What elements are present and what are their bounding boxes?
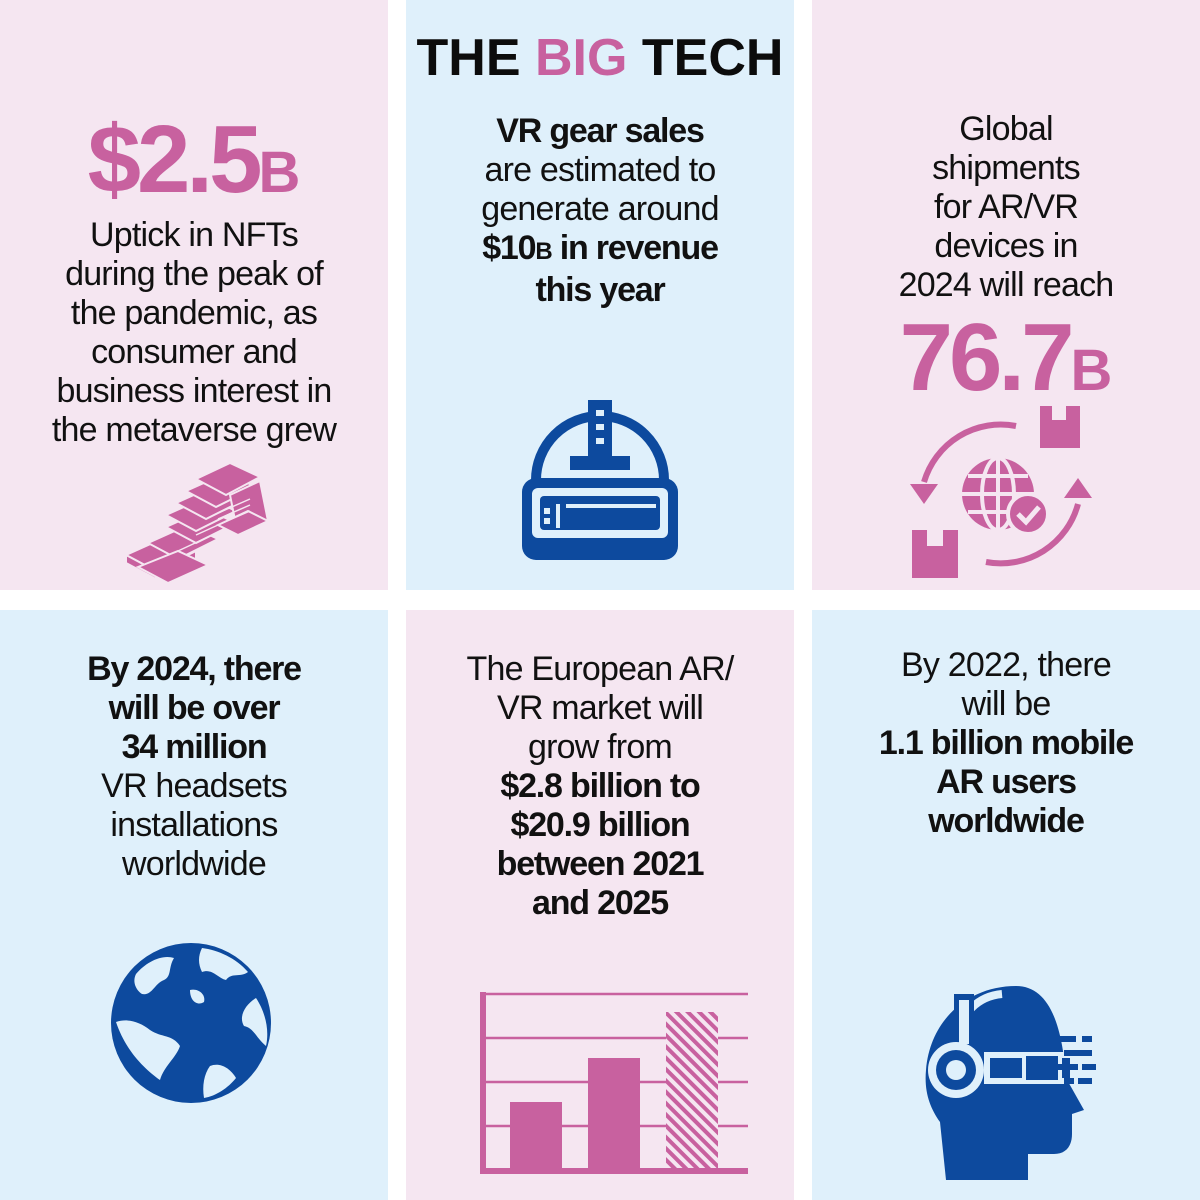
headsets-line: By 2024, there [87,650,302,688]
headsets-line: installations [110,806,278,844]
shipments-stat-unit: B [1070,338,1113,403]
nft-line: the metaverse grew [51,411,337,449]
europe-line: $2.8 billion to [500,767,700,805]
vr-sales-line: this year [535,271,665,309]
bar-chart-icon [480,992,748,1174]
panel-headsets: By 2024, there will be over 34 million V… [0,610,388,1200]
vr-headset-icon [522,400,678,560]
mobile-ar-line: AR users [936,763,1077,801]
headsets-line: will be over [108,689,281,727]
panel-shipments: Global shipments for AR/VR devices in 20… [812,0,1200,590]
shipments-line: shipments [932,149,1081,187]
europe-line: The European AR/ [466,650,735,688]
nft-line: business interest in [56,372,332,410]
headsets-description: By 2024, there will be over 34 million V… [0,650,388,884]
headsets-line: 34 million [121,728,268,766]
shipments-stat-value: 76.7 [899,304,1075,411]
europe-line: VR market will [496,689,704,727]
vr-sales-description: VR gear sales are estimated to generate … [406,112,794,310]
nft-line: the pandemic, as [70,294,318,332]
mobile-ar-line: 1.1 billion mobile [878,724,1134,762]
nft-line: Uptick in NFTs [90,216,299,254]
vr-sales-amount-line: $10B in revenue [406,229,794,271]
panel-nft: $2.5B Uptick in NFTs during the peak of … [0,0,388,590]
panel-vr-sales: THE BIG TECH VR gear sales are estimated… [406,0,794,590]
europe-description: The European AR/ VR market will grow fro… [406,650,794,923]
vr-sales-line: VR gear sales [496,112,705,150]
headsets-line: VR headsets [101,767,288,805]
vr-user-head-icon [925,986,1096,1180]
mobile-ar-line: By 2022, there [901,646,1112,684]
vr-sales-amount: $10 [482,229,536,267]
shipments-description: Global shipments for AR/VR devices in 20… [812,110,1200,305]
page-title: THE BIG TECH [406,28,794,88]
money-stack-icon [123,461,271,585]
vr-sales-amount-rest: in revenue [551,229,719,267]
europe-line: between 2021 [496,845,705,883]
title-part2: TECH [627,29,784,87]
nft-stat: $2.5B [0,112,388,221]
vr-sales-line: are estimated to [484,151,717,189]
mobile-ar-line: worldwide [928,802,1085,840]
global-shipping-icon [910,406,1092,578]
mobile-ar-description: By 2022, there will be 1.1 billion mobil… [812,646,1200,841]
title-part1: THE [416,29,535,87]
shipments-line: Global [959,110,1053,148]
globe-icon [111,943,271,1103]
title-accent: BIG [535,29,628,87]
shipments-stat: 76.7B [812,310,1200,419]
europe-line: and 2025 [532,884,669,922]
panel-europe: The European AR/ VR market will grow fro… [406,610,794,1200]
nft-line: during the peak of [65,255,324,293]
nft-description: Uptick in NFTs during the peak of the pa… [0,216,388,450]
vr-sales-line: generate around [481,190,719,228]
mobile-ar-line: will be [961,685,1052,723]
shipments-line: 2024 will reach [898,266,1115,304]
vr-sales-amount-unit: B [535,238,552,265]
shipments-line: devices in [934,227,1078,265]
panel-mobile-ar: By 2022, there will be 1.1 billion mobil… [812,610,1200,1200]
headsets-line: worldwide [122,845,267,883]
nft-stat-value: $2.5 [87,106,263,213]
nft-line: consumer and [91,333,298,371]
europe-line: $20.9 billion [510,806,690,844]
shipments-line: for AR/VR [934,188,1079,226]
europe-line: grow from [528,728,673,766]
nft-stat-unit: B [258,140,301,205]
